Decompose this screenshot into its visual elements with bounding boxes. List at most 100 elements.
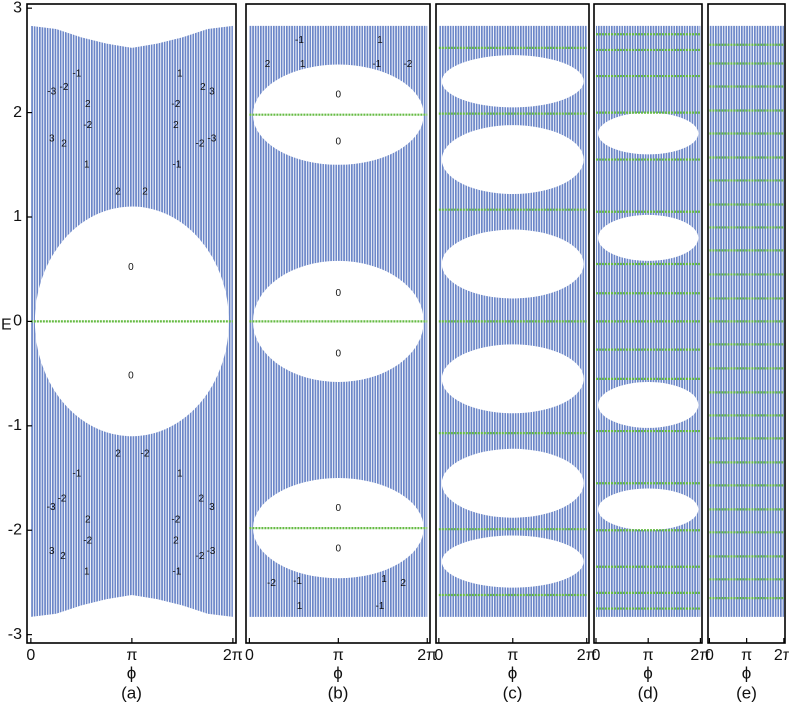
x-tick-label: π <box>333 647 344 664</box>
x-tick-label: 2π <box>417 647 437 664</box>
chern-number: -2 <box>58 494 67 505</box>
chern-number: 1 <box>300 59 306 70</box>
chern-number: 0 <box>336 136 342 147</box>
chern-number: 0 <box>336 89 342 100</box>
panel: -1 1 2 1 -1 -2 0 0 0 0 0 0 -2 -1 1 2 1 -1 0 π 2π ϕ(b) <box>245 3 437 702</box>
chern-number: 2 <box>265 59 271 70</box>
chern-number: -2 <box>83 120 92 131</box>
chern-number: -1 <box>72 69 81 80</box>
chern-number: 2 <box>61 139 67 150</box>
spectral-gap <box>598 112 699 155</box>
x-tick-label: 2π <box>577 647 597 664</box>
chern-number: -2 <box>267 578 276 589</box>
chern-number: 2 <box>115 187 121 198</box>
chern-number: 0 <box>128 262 134 273</box>
spectral-gap <box>598 488 699 531</box>
chern-number: -1 <box>172 159 181 170</box>
chern-number: -2 <box>60 82 69 93</box>
chern-number: -3 <box>207 133 216 144</box>
chern-number: -1 <box>295 35 304 46</box>
x-tick-label: π <box>126 647 137 664</box>
panel-caption: (d) <box>638 683 659 702</box>
chern-number: -1 <box>72 468 81 479</box>
x-tick-label: 2π <box>690 647 710 664</box>
chern-number: 3 <box>209 86 215 97</box>
panel-caption: (a) <box>121 683 142 702</box>
spectral-gap <box>441 55 584 108</box>
y-tick-label: -2 <box>8 521 22 538</box>
panel: 0 π 2π ϕ(c) <box>434 3 597 702</box>
chern-number: -1 <box>293 576 302 587</box>
y-axis-label: E <box>1 317 12 334</box>
x-tick-label: π <box>643 647 654 664</box>
chern-number: 3 <box>49 546 55 557</box>
x-axis-label: ϕ <box>127 663 137 682</box>
x-tick-label: π <box>741 647 752 664</box>
spectral-gap <box>441 535 584 588</box>
panel: 0 π 2π ϕ(d) <box>592 3 710 702</box>
spectral-gap <box>441 229 584 299</box>
chern-number: 0 <box>336 503 342 514</box>
panel-caption: (e) <box>736 683 757 702</box>
spectral-gap <box>34 206 229 437</box>
chern-number: -2 <box>403 59 412 70</box>
spectral-gap <box>598 381 699 428</box>
chern-number: 3 <box>49 133 55 144</box>
chern-number: 2 <box>142 187 148 198</box>
x-tick-label: 0 <box>245 647 254 664</box>
chern-number: 1 <box>297 601 303 612</box>
chern-number: 0 <box>336 544 342 555</box>
y-tick-label: -1 <box>8 417 22 434</box>
chern-number: 2 <box>60 551 66 562</box>
chern-number: -2 <box>171 514 180 525</box>
chern-number: -2 <box>196 139 205 150</box>
y-tick-label: 0 <box>13 313 22 330</box>
x-tick-label: 0 <box>705 647 714 664</box>
chern-number: 2 <box>173 535 179 546</box>
chern-number: -2 <box>171 99 180 110</box>
chern-number: -3 <box>47 86 56 97</box>
chern-number: -1 <box>372 59 381 70</box>
x-axis-label: ϕ <box>643 663 653 682</box>
x-axis-label: ϕ <box>333 663 343 682</box>
chern-number: 0 <box>128 370 134 381</box>
chern-number: 2 <box>200 82 206 93</box>
y-tick-label: 1 <box>13 208 22 225</box>
y-tick-label: 2 <box>13 104 22 121</box>
chern-number: 1 <box>84 567 90 578</box>
spectral-gap <box>441 125 584 195</box>
panel-caption: (b) <box>328 683 349 702</box>
chern-number: 2 <box>85 99 91 110</box>
panel: 0 π 2π ϕ(e) <box>705 3 789 702</box>
spectral-gap <box>441 344 584 414</box>
chern-number: -2 <box>83 535 92 546</box>
chern-number: 1 <box>381 574 387 585</box>
x-axis-label: ϕ <box>508 663 518 682</box>
x-axis-label: ϕ <box>742 663 752 682</box>
spectral-gap <box>598 214 699 261</box>
x-tick-label: 2π <box>774 647 789 664</box>
chern-number: -2 <box>196 551 205 562</box>
x-tick-label: 2π <box>223 647 243 664</box>
chern-number: 1 <box>177 468 183 479</box>
x-tick-label: 0 <box>434 647 443 664</box>
chern-number: -3 <box>206 546 215 557</box>
spectral-gap <box>441 448 584 518</box>
chern-number: 1 <box>377 35 383 46</box>
chern-number: 2 <box>85 514 91 525</box>
chern-number: 2 <box>400 578 406 589</box>
chern-number: 1 <box>84 159 90 170</box>
x-tick-label: 0 <box>592 647 601 664</box>
x-tick-label: 0 <box>26 647 35 664</box>
chern-number: 2 <box>198 494 204 505</box>
chern-number: 2 <box>115 449 121 460</box>
y-tick-label: 3 <box>13 0 22 16</box>
chern-number: 1 <box>177 69 183 80</box>
chern-number: 0 <box>336 348 342 359</box>
chern-number: -1 <box>172 567 181 578</box>
panel-caption: (c) <box>503 683 523 702</box>
chern-number: 0 <box>336 288 342 299</box>
chern-number: -3 <box>47 502 56 513</box>
